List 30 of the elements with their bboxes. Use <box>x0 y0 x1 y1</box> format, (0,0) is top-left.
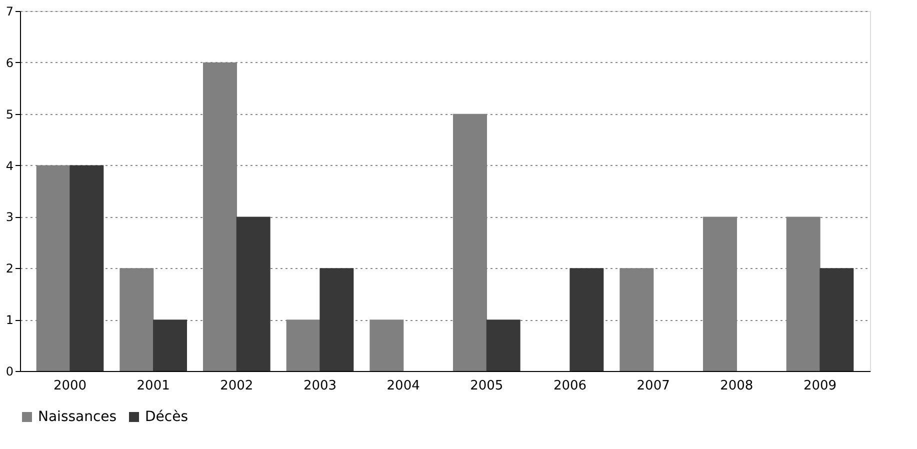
bar <box>570 268 604 371</box>
bar <box>370 320 404 371</box>
y-tick-label: 3 <box>6 210 14 224</box>
x-tick-label: 2004 <box>386 378 420 394</box>
x-tick-label: 2003 <box>303 378 337 394</box>
y-tick-label: 2 <box>6 262 14 276</box>
legend-label: Naissances <box>38 409 117 425</box>
bar <box>320 268 354 371</box>
y-tick-label: 6 <box>6 56 14 70</box>
bar <box>120 268 154 371</box>
x-tick-label: 2005 <box>470 378 504 394</box>
x-tick-label: 2006 <box>553 378 587 394</box>
bar <box>153 320 187 371</box>
y-tick-label: 4 <box>6 158 14 173</box>
bar <box>70 165 104 371</box>
y-tick-label: 5 <box>6 107 14 122</box>
x-tick-label: 2009 <box>803 378 837 394</box>
x-tick-label: 2002 <box>220 378 254 394</box>
x-tick-label: 2001 <box>136 378 170 394</box>
x-tick-label: 2008 <box>720 378 754 394</box>
y-tick-label: 1 <box>6 313 14 328</box>
bar <box>236 216 270 371</box>
bar <box>486 320 520 371</box>
x-tick-label: 2007 <box>636 378 670 394</box>
y-tick-label: 7 <box>6 4 14 18</box>
bar <box>620 268 654 371</box>
legend-label: Décès <box>145 409 188 425</box>
y-tick-label: 0 <box>6 364 14 378</box>
bar <box>820 268 854 371</box>
x-tick-label: 2000 <box>53 378 87 394</box>
